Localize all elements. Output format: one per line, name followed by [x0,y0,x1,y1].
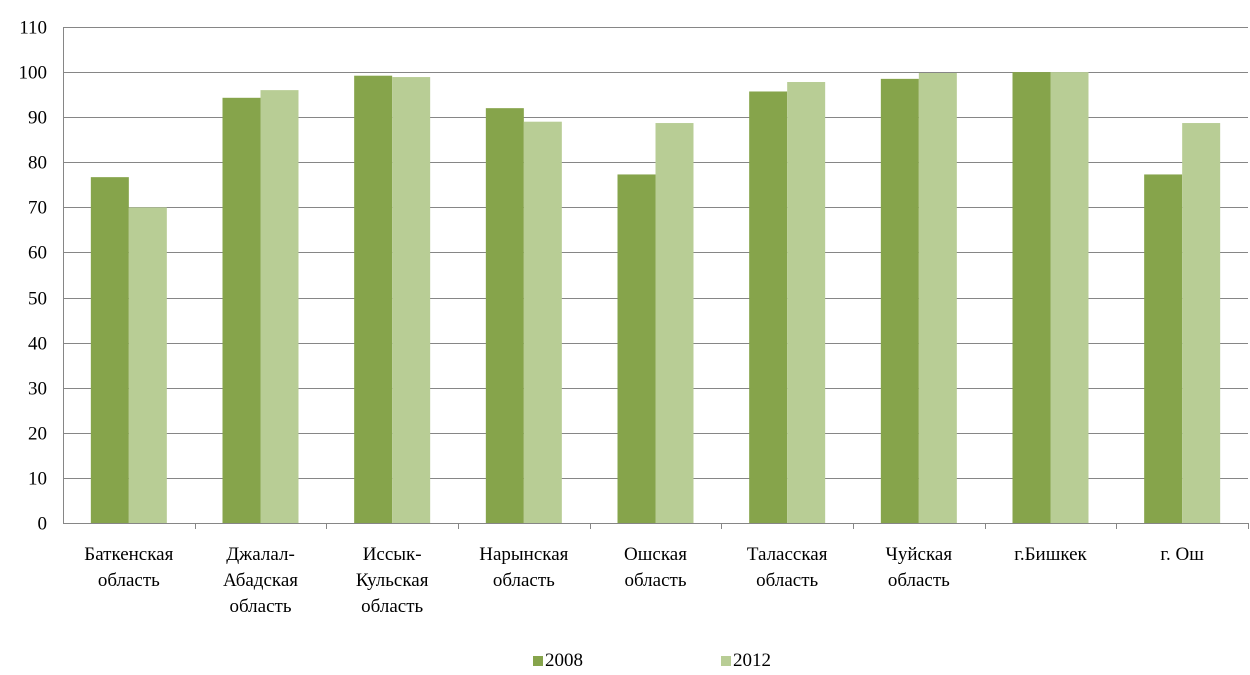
y-tick-label: 10 [28,469,47,490]
axes [63,27,1249,529]
category-label: область [888,570,950,591]
category-label: Ошская [624,544,687,565]
category-label: область [624,570,686,591]
bar-2012 [787,82,826,523]
bar-2012 [128,207,167,523]
bar-2012 [655,123,694,523]
bar-2012 [1050,72,1089,523]
bar-2008 [617,174,656,523]
y-tick-label: 30 [28,379,47,400]
y-tick-label: 60 [28,243,47,264]
bars [90,72,1221,524]
category-label: Кульская [356,570,429,591]
bar-2008 [749,91,788,523]
legend-swatch-2008 [533,656,543,666]
category-label: Чуйская [886,544,953,565]
category-label: область [493,570,555,591]
bar-2008 [880,78,919,523]
category-label: Таласская [747,544,828,565]
category-label: область [756,570,818,591]
bar-2008 [1012,72,1051,523]
y-tick-label: 80 [28,153,47,174]
y-tick-labels: 0 10 20 30 40 50 60 70 80 90 100 110 [19,18,48,535]
y-tick-label: 70 [28,198,47,219]
bar-2008 [222,97,261,523]
category-label: Джалал- [226,544,295,565]
y-tick-label: 110 [19,18,47,39]
category-label: Нарынская [479,544,568,565]
y-tick-label: 100 [19,63,48,84]
legend-swatch-2012 [721,656,731,666]
legend: 2008 2012 [533,650,771,671]
category-label: г.Бишкек [1014,544,1087,565]
bar-2012 [1182,123,1221,523]
category-label: г. Ош [1160,544,1204,565]
bar-2008 [1144,174,1183,523]
category-label: Иссык- [363,544,422,565]
legend-label-2012: 2012 [733,650,771,671]
bar-2012 [523,121,562,523]
bar-2012 [918,72,957,523]
y-tick-label: 90 [28,108,47,129]
y-tick-label: 0 [38,514,48,535]
bar-2012 [392,77,431,524]
bar-2008 [90,177,129,524]
category-label: область [361,596,423,617]
bar-2012 [260,90,299,524]
category-label: область [229,596,291,617]
y-tick-label: 50 [28,289,47,310]
legend-label-2008: 2008 [545,650,583,671]
y-tick-label: 20 [28,424,47,445]
bar-2008 [485,108,524,523]
category-label: область [98,570,160,591]
category-labels: Баткенская область Джалал- Абадская область И… [84,544,1204,617]
category-label: Абадская [223,570,298,591]
bar-2008 [354,75,393,523]
y-tick-label: 40 [28,334,47,355]
category-label: Баткенская [84,544,173,565]
